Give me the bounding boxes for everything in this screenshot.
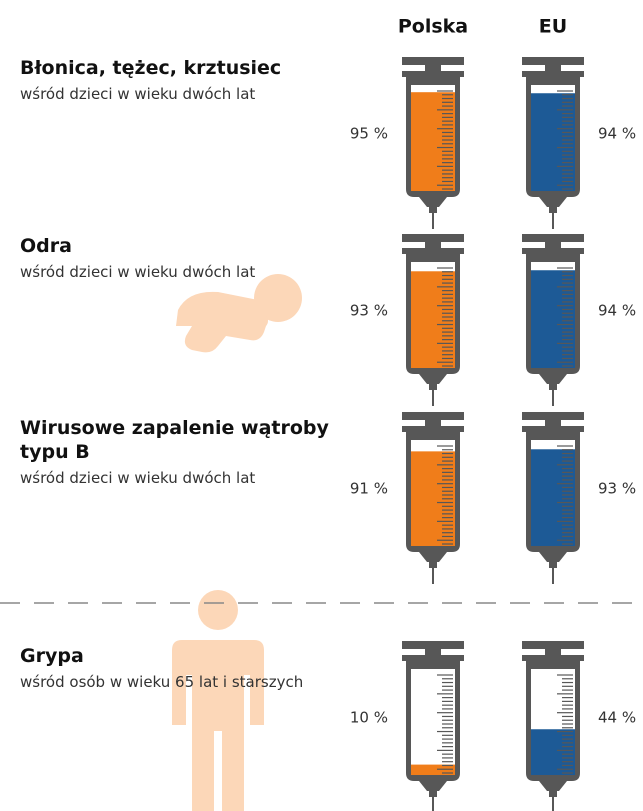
needle-hub	[429, 384, 437, 390]
row-title: Wirusowe zapalenie wątroby typu B	[20, 417, 329, 463]
plunger-cap	[522, 57, 584, 65]
nozzle	[419, 781, 447, 791]
syringe	[522, 57, 584, 229]
series-header: EU	[539, 16, 567, 38]
nozzle	[419, 552, 447, 562]
plunger-cap	[522, 234, 584, 242]
baby-icon	[176, 274, 302, 353]
value-label: 93 %	[598, 480, 636, 498]
row-subtitle: wśród dzieci w wieku dwóch lat	[20, 469, 256, 487]
plunger-stem	[425, 420, 441, 426]
needle-hub	[549, 562, 557, 568]
fill-bar	[411, 271, 455, 368]
syringe	[402, 57, 464, 229]
flange	[522, 655, 584, 661]
flange	[402, 248, 464, 254]
plunger-stem	[545, 242, 561, 248]
value-label: 10 %	[350, 709, 388, 727]
plunger-seal	[411, 81, 455, 85]
plunger-cap	[402, 57, 464, 65]
series-header: Polska	[398, 16, 468, 38]
needle-hub	[549, 207, 557, 213]
syringe	[402, 641, 464, 811]
plunger-stem	[425, 649, 441, 655]
nozzle	[539, 781, 567, 791]
person-icon	[172, 590, 264, 811]
needle-hub	[429, 207, 437, 213]
value-label: 95 %	[350, 125, 388, 143]
needle-hub	[549, 791, 557, 797]
fill-bar	[411, 764, 455, 775]
plunger-cap	[522, 412, 584, 420]
plunger-seal	[531, 665, 575, 669]
fill-bar	[531, 449, 575, 546]
needle-hub	[429, 562, 437, 568]
flange	[402, 655, 464, 661]
row-subtitle: wśród dzieci w wieku dwóch lat	[20, 85, 256, 103]
value-label: 94 %	[598, 125, 636, 143]
plunger-stem	[545, 649, 561, 655]
needle-hub	[549, 384, 557, 390]
nozzle	[419, 374, 447, 384]
value-label: 91 %	[350, 480, 388, 498]
syringe	[402, 234, 464, 406]
plunger-seal	[531, 436, 575, 440]
plunger-stem	[425, 65, 441, 71]
row-subtitle: wśród osób w wieku 65 lat i starszych	[20, 673, 304, 691]
plunger-stem	[545, 420, 561, 426]
nozzle	[419, 197, 447, 207]
nozzle	[539, 374, 567, 384]
fill-bar	[531, 93, 575, 191]
needle-hub	[429, 791, 437, 797]
syringe	[522, 641, 584, 811]
fill-bar	[531, 729, 575, 775]
value-label: 44 %	[598, 709, 636, 727]
syringe	[522, 234, 584, 406]
plunger-seal	[531, 258, 575, 262]
plunger-seal	[411, 258, 455, 262]
nozzle	[539, 552, 567, 562]
plunger-seal	[411, 665, 455, 669]
value-label: 94 %	[598, 302, 636, 320]
syringe	[402, 412, 464, 584]
syringe	[522, 412, 584, 584]
plunger-stem	[545, 65, 561, 71]
plunger-cap	[522, 641, 584, 649]
fill-bar	[531, 270, 575, 368]
plunger-cap	[402, 234, 464, 242]
flange	[522, 71, 584, 77]
row-title: Grypa	[20, 645, 84, 667]
plunger-seal	[531, 81, 575, 85]
plunger-cap	[402, 641, 464, 649]
flange	[522, 426, 584, 432]
flange	[402, 426, 464, 432]
row-title: Odra	[20, 235, 72, 257]
plunger-seal	[411, 436, 455, 440]
plunger-cap	[402, 412, 464, 420]
row-subtitle: wśród dzieci w wieku dwóch lat	[20, 263, 256, 281]
flange	[522, 248, 584, 254]
row-title: Błonica, tężec, krztusiec	[20, 57, 282, 79]
value-label: 93 %	[350, 302, 388, 320]
fill-bar	[411, 92, 455, 191]
flange	[402, 71, 464, 77]
nozzle	[539, 197, 567, 207]
plunger-stem	[425, 242, 441, 248]
